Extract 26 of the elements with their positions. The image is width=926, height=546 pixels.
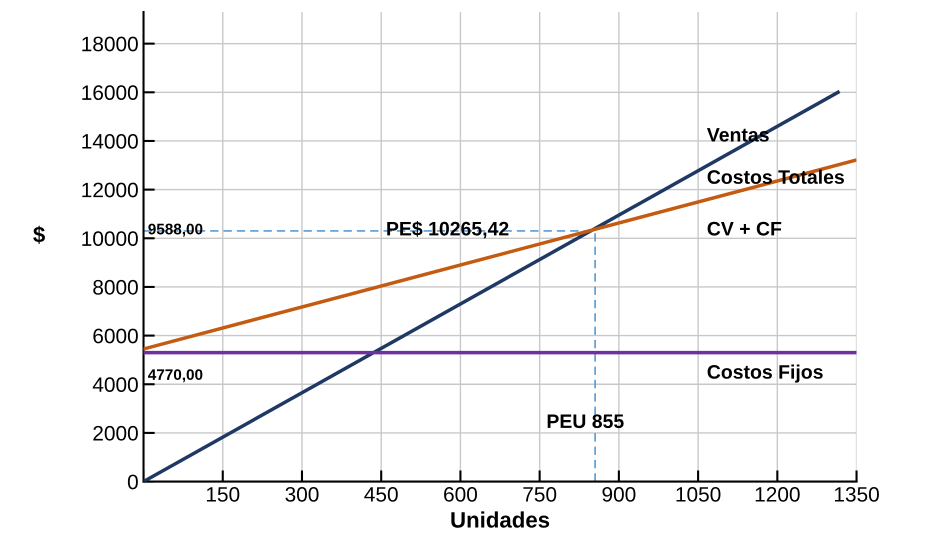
x-axis-title: Unidades [451, 511, 550, 528]
y-tick-label: 12000 [82, 182, 138, 198]
x-tick-label: 450 [364, 486, 398, 502]
x-tick-label: 1050 [676, 486, 720, 502]
x-tick-label: 300 [285, 486, 319, 502]
y-tick-label: 10000 [82, 231, 138, 246]
y-tick-label: 16000 [82, 85, 138, 100]
y-tick-label: 2000 [93, 426, 138, 441]
x-tick-label: 150 [206, 486, 240, 502]
x-tick-label: 1200 [756, 486, 800, 502]
annotation: CV + CF [708, 222, 782, 236]
annotation: Costos Fijos [708, 364, 823, 383]
y-tick-label: 0 [128, 474, 138, 490]
annotation: PE$ 10265,42 [387, 220, 508, 238]
y-tick-label: 8000 [93, 280, 138, 295]
x-tick-label: 750 [523, 486, 556, 502]
x-tick-label: 900 [602, 486, 636, 502]
y-tick-label: 6000 [93, 328, 138, 344]
y-tick-label: 4000 [92, 377, 138, 392]
annotation: 4770,00 [148, 369, 202, 382]
annotation: PEU 855 [548, 414, 624, 428]
y-axis-title: $ [33, 226, 45, 244]
y-tick-label: 18000 [82, 36, 138, 52]
x-tick-label: 600 [444, 486, 477, 502]
x-tick-label: 1350 [834, 486, 879, 502]
y-tick-label: 14000 [82, 134, 138, 149]
